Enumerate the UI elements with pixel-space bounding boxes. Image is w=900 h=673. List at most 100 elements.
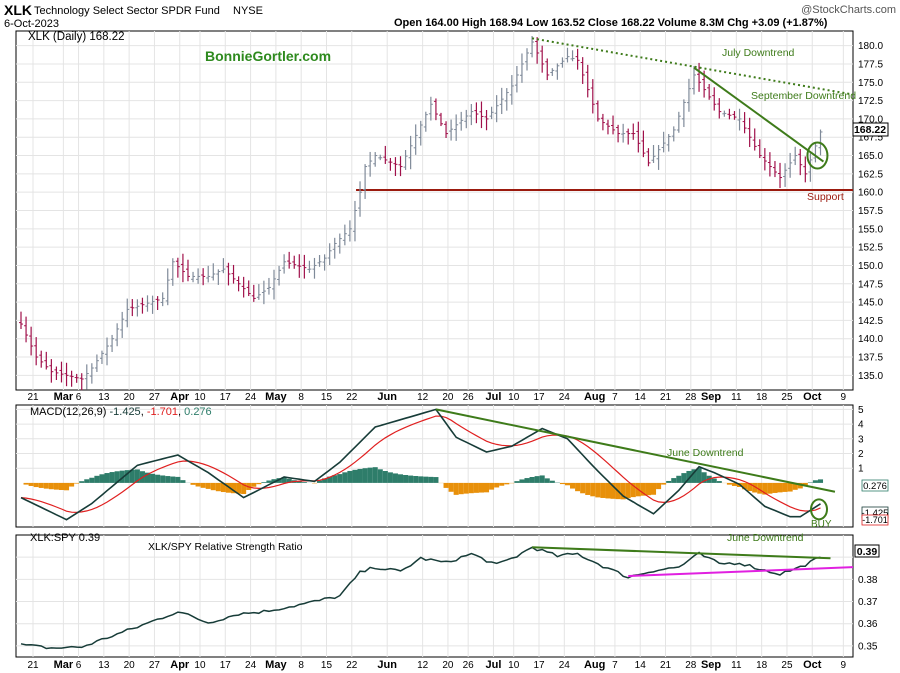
macd-histogram-bar [377,469,383,483]
price-bar [24,316,29,343]
macd-histogram-bar [387,472,393,483]
macd-histogram-bar [610,482,616,499]
price-y-tick-label: 180.0 [858,41,883,52]
macd-histogram-bar [165,476,171,483]
macd-histogram-bar [666,480,672,483]
price-bar [535,37,540,64]
price-bar [130,299,135,317]
price-y-tick-label: 155.0 [858,224,883,235]
x-tick-label: Oct [803,391,822,403]
macd-histogram-bar [200,482,206,488]
price-bar [231,264,236,284]
price-bar [742,112,747,134]
price-bar [691,66,696,95]
price-bar [297,254,302,278]
macd-histogram-bar [220,482,226,493]
price-bar [494,95,499,123]
macd-histogram-bar [276,478,282,483]
price-bar [398,156,403,177]
price-y-tick-label: 172.5 [858,96,883,107]
price-bar [226,262,231,286]
macd-histogram-bar [484,482,490,493]
rs-ratio-line [20,546,821,650]
price-bar [752,128,757,151]
price-y-tick-label: 177.5 [858,59,883,70]
price-bar [69,370,74,387]
macd-histogram-bar [195,482,201,487]
x-tick-label: Apr [170,391,190,403]
macd-histogram-bar [448,482,454,492]
macd-histogram-bar [716,481,722,483]
price-bar [530,36,535,58]
price-last-value-tag: 168.22 [852,122,889,137]
price-bar [717,98,722,119]
macd-histogram-bar [701,472,707,483]
macd-histogram-bar [337,474,343,483]
price-y-tick-label: 147.5 [858,279,883,290]
september-downtrend-line [693,66,825,163]
x-tick-label: 11 [731,660,742,671]
price-bar [54,366,59,380]
price-bar [403,149,408,170]
price-bar [206,265,211,283]
price-bar [373,152,378,167]
x-tick-label: 22 [346,660,358,671]
macd-histogram-bar [347,470,353,483]
price-bar [600,113,605,131]
x-tick-label: 13 [98,392,110,403]
rs-y-tick-label: 0.38 [858,575,878,586]
x-tick-label: 9 [841,660,847,671]
macd-histogram-bar [342,472,348,483]
price-bar [798,149,803,176]
macd-histogram-bar [499,482,505,486]
july-downtrend-line [531,37,854,96]
july-downtrend-label: July Downtrend [722,47,795,59]
price-bar [251,284,256,302]
macd-histogram-bar [413,476,419,483]
price-bar [454,114,459,141]
x-tick-label: 6 [76,392,82,403]
macd-histogram-bar [266,480,272,483]
price-bar [150,295,155,314]
rs-june-downtrend-line [532,546,831,560]
price-bar [697,62,702,92]
x-tick-label: 26 [463,660,475,671]
price-bar [757,139,762,159]
price-bar [509,75,514,105]
macd-histogram-bar [397,474,404,483]
macd-histogram-bar [656,482,662,490]
price-bar [813,143,818,163]
macd-histogram-bar [478,482,485,493]
x-tick-label: 10 [508,392,520,403]
macd-histogram-bar [114,471,120,483]
price-bar [393,157,398,177]
price-bar [666,134,671,152]
macd-histogram-bar [529,476,535,483]
price-bar [590,79,595,114]
x-tick-label: Oct [803,659,822,671]
price-y-tick-label: 135.0 [858,371,883,382]
price-y-tick-label: 162.5 [858,169,883,180]
rs-y-tick-label: 0.36 [858,619,878,630]
macd-histogram-bar [590,482,596,497]
price-y-tick-label: 175.0 [858,78,883,89]
price-bar [722,110,727,117]
x-tick-label: May [265,391,287,403]
price-bar [120,311,125,338]
price-bar [540,45,545,73]
macd-histogram-bar [742,482,748,490]
x-tick-label: 17 [533,392,545,403]
macd-histogram-bar [620,482,626,500]
x-tick-label: 7 [612,392,618,403]
price-bar [79,373,84,391]
price-bar [211,263,216,281]
price-bar [433,98,438,121]
macd-histogram-bar [230,482,237,494]
macd-histogram-bar [772,482,778,493]
price-bar [595,100,600,122]
macd-histogram-bar [752,482,758,493]
price-bar [611,115,616,135]
macd-value-tags: 0.276 -1.425 -1.701 [862,479,888,526]
price-bar [84,364,89,390]
rs-y-tick-label: 0.37 [858,597,878,608]
